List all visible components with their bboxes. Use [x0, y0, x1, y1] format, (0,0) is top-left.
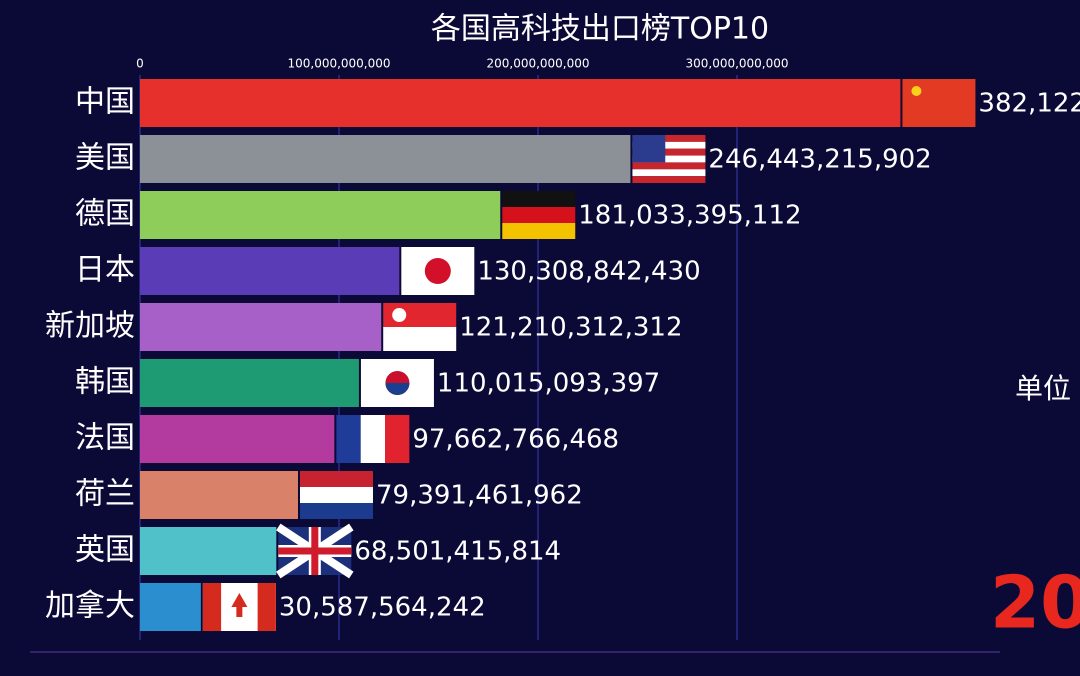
flag-stripe	[502, 207, 576, 223]
bar	[140, 527, 277, 575]
flag	[257, 583, 276, 631]
category-label: 德国	[75, 197, 135, 232]
value-label: 97,662,766,468	[412, 425, 619, 455]
flag-stripe	[632, 148, 706, 156]
bar	[140, 583, 201, 631]
value-label: 382,122,	[978, 89, 1080, 119]
flag-stripe	[502, 191, 576, 207]
value-label: 130,308,842,430	[477, 257, 700, 287]
flag-stripe	[632, 162, 706, 170]
bar	[140, 471, 298, 519]
bar	[140, 135, 631, 183]
flag-icon	[202, 583, 276, 631]
value-label: 68,501,415,814	[354, 537, 561, 567]
flag-canton	[632, 135, 666, 163]
value-label: 30,587,564,242	[279, 593, 486, 623]
flag-stripe	[632, 135, 706, 142]
value-label: 181,033,395,112	[578, 201, 801, 231]
category-label: 新加坡	[45, 309, 135, 344]
value-label: 121,210,312,312	[459, 313, 682, 343]
flag-stripe	[360, 415, 386, 463]
flag-sun	[424, 258, 451, 284]
year-label: 20	[990, 561, 1080, 645]
flag-icon	[276, 523, 354, 579]
flag-stripe	[502, 223, 576, 239]
flag-icon	[336, 415, 410, 463]
flag	[202, 583, 222, 631]
flag	[383, 327, 457, 351]
category-label: 韩国	[75, 365, 135, 400]
unit-label: 单位	[1015, 372, 1071, 405]
flag-icon	[360, 359, 434, 407]
flag-stripe	[299, 487, 373, 503]
flag	[902, 79, 976, 127]
flag-icon	[299, 471, 373, 519]
value-label: 79,391,461,962	[376, 481, 583, 511]
flag-stripe	[632, 141, 706, 149]
flag-icon	[502, 191, 576, 239]
bar	[140, 191, 501, 239]
category-label: 英国	[75, 533, 135, 568]
flag-circle	[385, 383, 410, 395]
bar	[140, 415, 335, 463]
flag-cross	[278, 527, 352, 575]
flag-icon	[401, 247, 475, 295]
x-tick-label: 200,000,000,000	[486, 57, 589, 71]
flag-stripe	[336, 415, 361, 463]
flag-icon	[383, 303, 457, 351]
flag-star	[911, 86, 922, 96]
category-label: 法国	[75, 421, 135, 456]
bar	[140, 79, 901, 127]
flag-moon	[392, 308, 407, 322]
flag-stripe	[632, 155, 706, 163]
x-tick-label: 0	[136, 57, 144, 71]
bar	[140, 247, 400, 295]
category-label: 日本	[75, 253, 135, 288]
category-label: 加拿大	[45, 589, 135, 624]
category-label: 荷兰	[75, 477, 135, 512]
flag-stripe	[299, 503, 373, 519]
bar	[140, 359, 359, 407]
bar	[140, 303, 382, 351]
value-label: 110,015,093,397	[437, 369, 660, 399]
value-label: 246,443,215,902	[708, 145, 931, 175]
chart-title: 各国高科技出口榜TOP10	[431, 12, 769, 47]
flag-stripe	[385, 415, 410, 463]
flag-icon	[902, 79, 976, 127]
flag-stripe	[632, 176, 706, 183]
category-label: 中国	[75, 85, 135, 120]
flag-leaf	[231, 593, 248, 617]
category-label: 美国	[75, 141, 135, 176]
flag-stripe	[299, 471, 373, 487]
x-tick-label: 100,000,000,000	[287, 57, 390, 71]
flag-icon	[632, 135, 706, 183]
flag-stripe	[632, 169, 706, 177]
x-tick-label: 300,000,000,000	[685, 57, 788, 71]
